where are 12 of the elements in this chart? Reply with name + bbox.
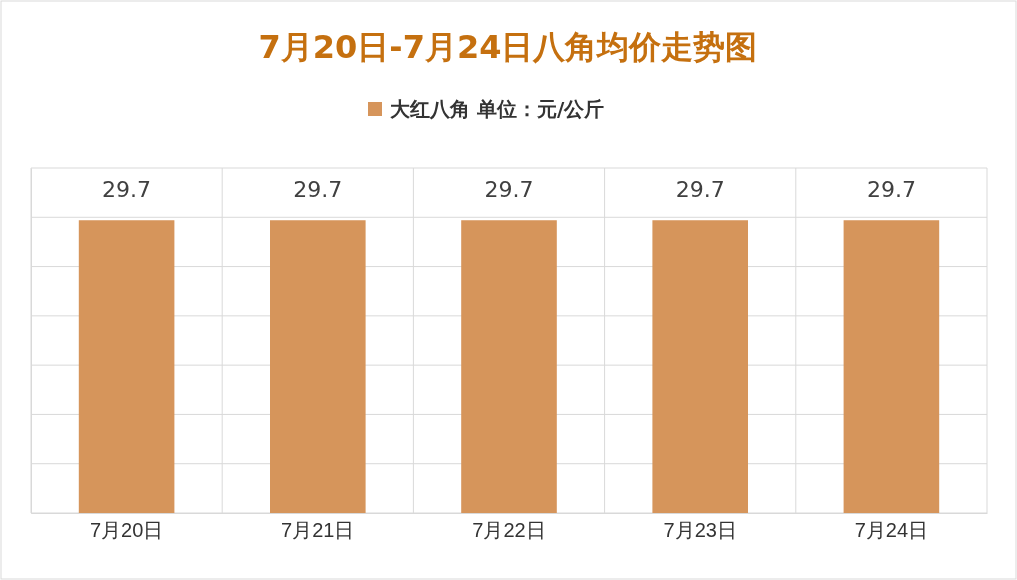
chart-title: 7月20日-7月24日八角均价走势图 [258,28,758,66]
x-tick-label: 7月22日 [472,519,546,542]
x-tick-label: 7月21日 [281,519,355,542]
x-tick-label: 7月20日 [89,519,164,542]
data-label: 29.7 [102,177,152,202]
legend-label: 大红八角 单位：元/公斤 [390,97,605,121]
data-label: 29.7 [293,177,343,202]
x-tick-label: 7月23日 [663,519,737,542]
x-tick-label: 7月24日 [854,519,929,542]
data-label: 29.7 [866,177,916,202]
data-label: 29.7 [484,177,534,202]
data-label: 29.7 [675,177,725,202]
